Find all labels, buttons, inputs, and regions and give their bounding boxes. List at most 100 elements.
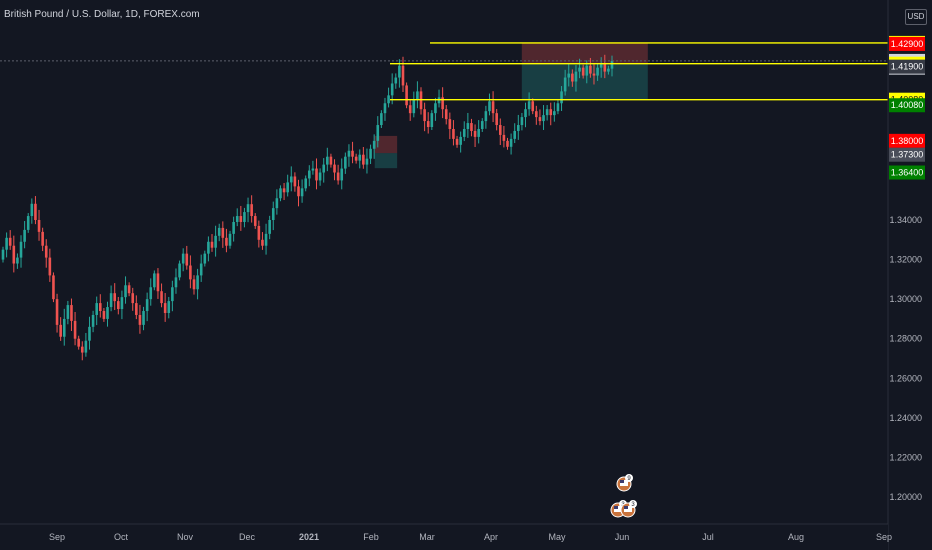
candle-body [271,208,275,220]
price-axis-panel[interactable] [888,0,932,550]
candle-body [408,105,412,114]
candle-body [167,301,171,313]
candle-body [44,245,48,258]
time-tick-label: Nov [177,532,194,542]
candle-body [455,138,459,145]
candle-body [199,263,203,276]
candle-body [62,318,66,337]
candle-body [603,63,607,72]
event-count-badge [625,474,633,482]
candle-body [517,125,520,131]
candle-body [596,67,599,76]
candle-body [405,85,408,106]
candle-body [210,241,214,248]
candle-body [225,237,228,246]
position-box-long_target[interactable] [374,153,398,169]
candle-body [30,203,34,217]
candle-body [484,111,488,122]
candle-body [462,128,466,137]
candle-body [70,305,73,321]
candle-body [145,299,149,312]
candle-body [480,121,484,129]
price-tick-label: 1.32000 [889,255,922,265]
candle-body [232,221,235,234]
candle-body [304,178,307,189]
position-box-short_target[interactable] [521,63,648,100]
candle-body [538,117,542,122]
symbol-title[interactable]: British Pound / U.S. Dollar, 1D, FOREX.c… [4,9,200,20]
candle-body [80,346,84,353]
time-tick-label: Mar [419,532,435,542]
price-tag-bg [889,36,925,51]
time-axis-panel[interactable] [0,524,888,550]
candle-body [189,265,192,280]
candle-body [300,188,304,197]
candle-body [196,275,199,290]
candle-body [26,216,30,230]
candle-body [261,239,264,246]
position-boxes[interactable] [374,42,648,169]
event-count: 9 [627,476,631,482]
candle-body [23,229,26,242]
candle-body [37,220,41,232]
price-tick-label: 1.26000 [889,373,922,383]
candle-body [369,148,372,159]
event-count-badge [629,500,637,508]
candle-body [423,109,426,122]
candle-body [279,188,282,199]
candle-body [491,101,495,114]
candle-body [376,125,380,141]
candle-body [113,293,117,302]
candle-body [221,227,225,238]
candle-body [347,150,351,157]
candle-body [581,67,585,76]
candle-body [308,170,311,179]
time-tick-label: Sep [49,532,65,542]
candle-body [66,305,70,319]
flag-canton [620,480,624,483]
candle-body [560,91,563,104]
economic-event-flags[interactable]: 933 [610,474,637,518]
price-tag-bg [889,165,925,180]
time-tick-label: Sep [876,532,892,542]
price-tick-label: 1.20000 [889,492,922,502]
candle-body [16,257,19,264]
candle-body [531,101,535,112]
candle-body [109,293,113,308]
candle-body [430,113,434,128]
price-tag-bg [889,59,925,74]
candle-body [253,216,257,226]
candle-body [48,257,52,276]
candle-body [549,109,553,116]
candle-body [524,109,527,118]
candle-body [351,150,354,157]
price-tag-label: 1.38000 [891,136,924,146]
position-box-short_stop[interactable] [521,42,648,64]
time-tick-label: Jul [702,532,714,542]
candle-body [1,249,5,260]
candle-body [527,101,531,110]
candle-body [275,198,279,209]
candle-body [571,73,574,82]
candle-body [553,111,556,116]
candle-body [156,273,160,292]
candle-body [599,63,603,68]
candle-body [358,154,362,161]
position-box-long_stop[interactable] [374,135,398,154]
candle-body [293,176,297,187]
candle-body [163,303,167,313]
price-tag-label: 1.36400 [891,168,924,178]
candle-body [77,338,80,347]
candle-body [235,216,239,222]
currency-button[interactable]: USD [905,9,927,25]
price-axis-ticks: 1.34000 1.32000 1.30000 1.28000 1.26000 1.240… [889,215,922,502]
time-tick-label: Apr [484,532,498,542]
candle-body [142,311,145,325]
time-tick-label: May [548,532,566,542]
horizontal-lines[interactable] [0,42,888,101]
candle-body [239,216,243,222]
candle-body [567,73,571,78]
candle-body [311,168,315,171]
candle-body [5,237,8,250]
